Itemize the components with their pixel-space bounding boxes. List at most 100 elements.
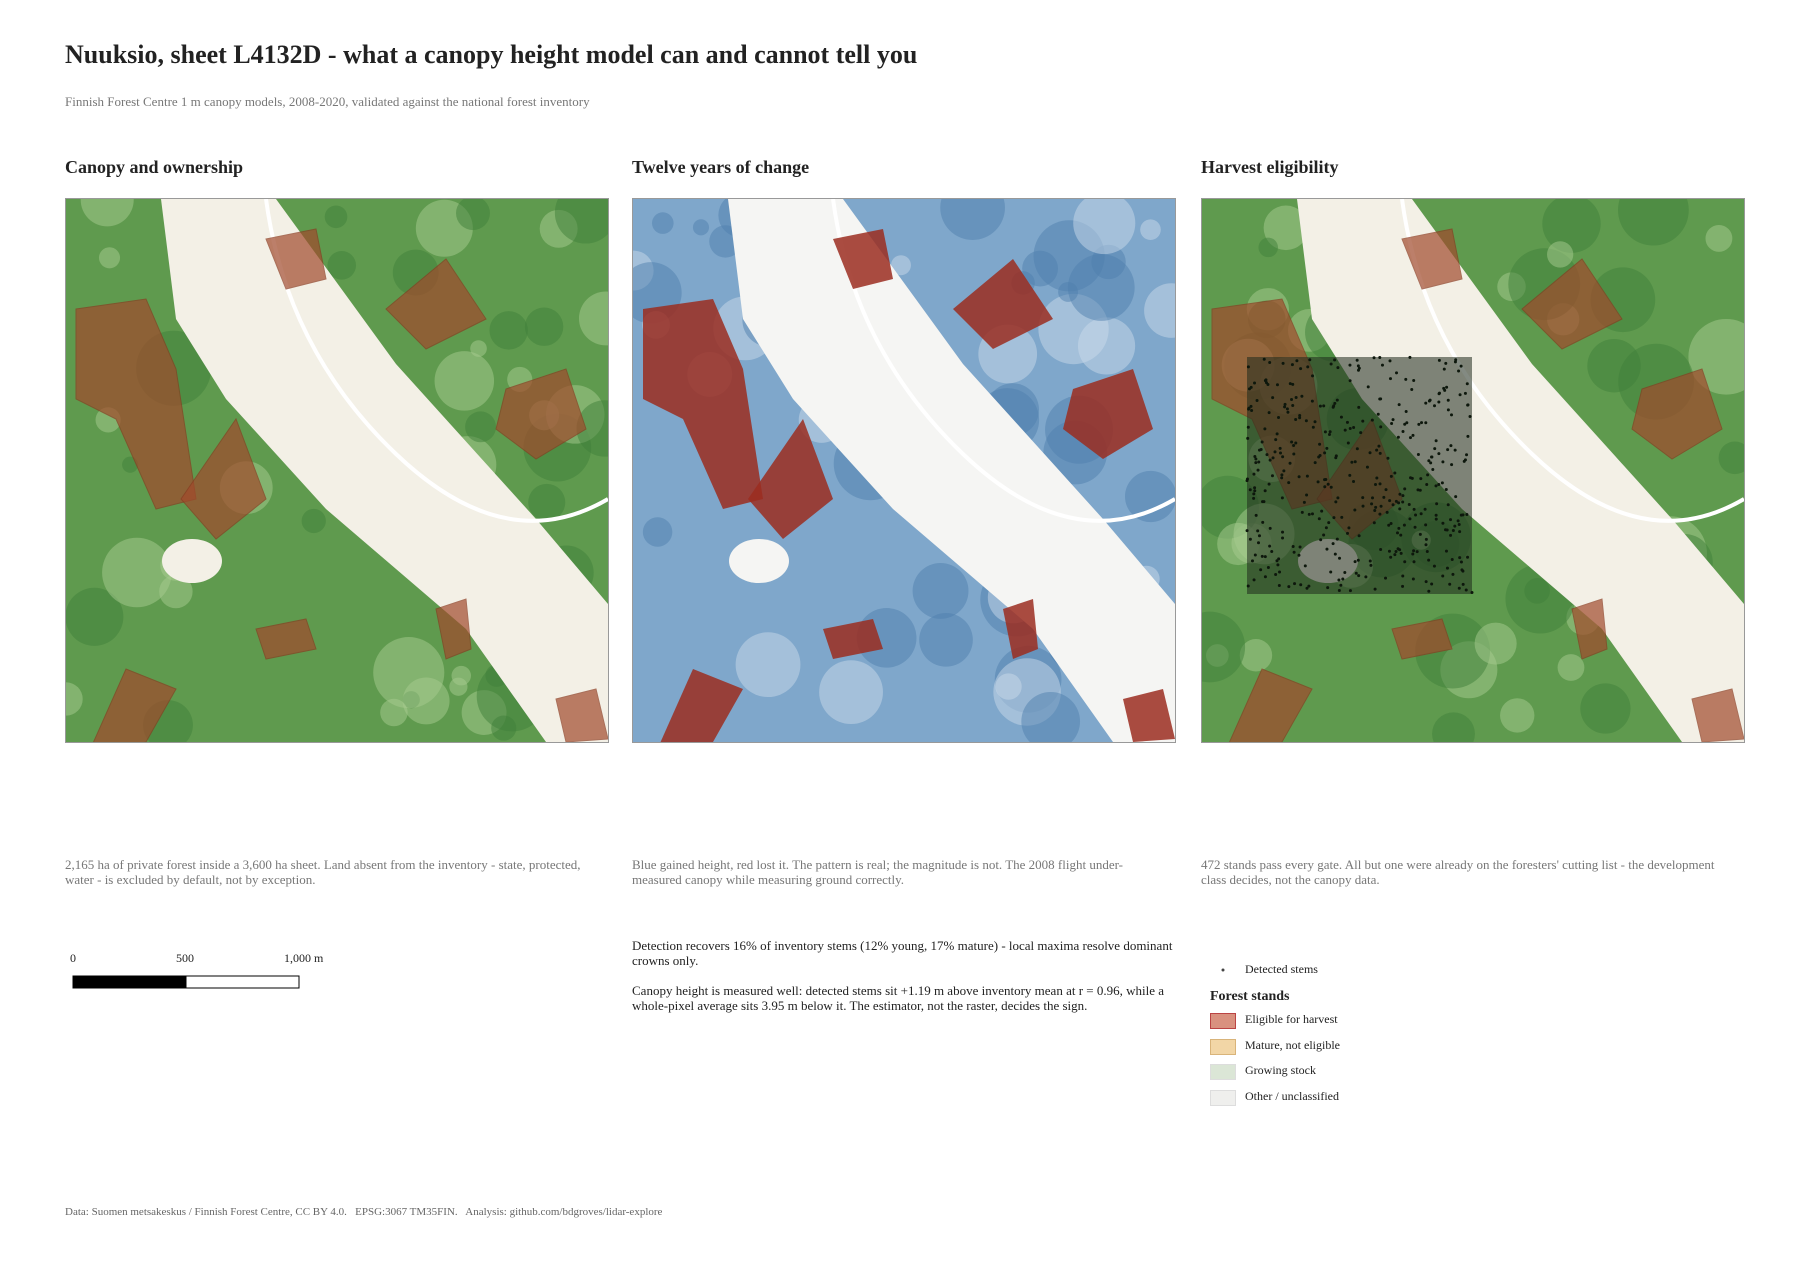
stem bbox=[1329, 485, 1333, 489]
stem bbox=[1328, 430, 1332, 434]
stem bbox=[1446, 398, 1450, 402]
stem bbox=[1425, 549, 1429, 553]
stem bbox=[1410, 387, 1414, 391]
stem bbox=[1354, 571, 1358, 575]
stem bbox=[1287, 481, 1291, 485]
stem bbox=[1290, 363, 1294, 367]
note: Detection recovers 16% of inventory stem… bbox=[632, 938, 1173, 968]
stem bbox=[1356, 364, 1360, 368]
lake bbox=[161, 199, 608, 742]
panel-title: Harvest eligibility bbox=[1201, 157, 1339, 177]
stand bbox=[555, 688, 608, 742]
stem bbox=[1377, 444, 1381, 448]
stem bbox=[1454, 495, 1458, 499]
caption: 2,165 ha of private forest inside a 3,60… bbox=[65, 857, 581, 887]
stem bbox=[1273, 450, 1277, 454]
stem bbox=[1268, 526, 1272, 530]
stand bbox=[265, 228, 327, 290]
stem bbox=[1446, 503, 1450, 507]
stem bbox=[1394, 499, 1398, 503]
stem-symbol bbox=[1221, 968, 1225, 972]
stem bbox=[1285, 407, 1289, 411]
stem bbox=[1323, 430, 1327, 434]
stem bbox=[1446, 408, 1450, 412]
stem bbox=[1287, 585, 1291, 589]
stem bbox=[1250, 409, 1254, 413]
stem bbox=[1448, 582, 1452, 586]
stem bbox=[1346, 531, 1350, 535]
stem bbox=[1355, 358, 1359, 362]
legend-swatch bbox=[1210, 1089, 1236, 1106]
stem bbox=[1279, 451, 1283, 455]
stem bbox=[1286, 410, 1290, 414]
stem bbox=[1303, 564, 1307, 568]
stem bbox=[1403, 422, 1407, 426]
stem bbox=[1246, 584, 1250, 588]
stem bbox=[1459, 560, 1463, 564]
stem bbox=[1356, 558, 1360, 562]
stem bbox=[1466, 555, 1470, 559]
stem bbox=[1454, 358, 1458, 362]
stem bbox=[1457, 369, 1461, 373]
stem bbox=[1281, 361, 1285, 365]
stand bbox=[1631, 368, 1723, 460]
texture bbox=[524, 307, 564, 346]
texture bbox=[576, 400, 608, 457]
stem bbox=[1414, 513, 1418, 517]
stem bbox=[1451, 528, 1455, 532]
legend-label: Detected stems bbox=[1245, 962, 1318, 976]
stem bbox=[1345, 420, 1349, 424]
texture bbox=[1140, 219, 1161, 240]
subtitle: Finnish Forest Centre 1 m canopy models,… bbox=[65, 94, 590, 109]
stem bbox=[1333, 401, 1337, 405]
stem bbox=[1379, 504, 1383, 508]
stem bbox=[1307, 512, 1311, 516]
stem bbox=[1264, 378, 1268, 382]
stem bbox=[1375, 448, 1379, 452]
stem bbox=[1401, 430, 1405, 434]
stem bbox=[1396, 435, 1400, 439]
stem bbox=[1374, 483, 1378, 487]
stem bbox=[1413, 525, 1417, 529]
stem bbox=[1379, 425, 1383, 429]
stand bbox=[823, 619, 883, 659]
stem bbox=[1433, 447, 1437, 451]
stem bbox=[1297, 553, 1301, 557]
stem bbox=[1397, 526, 1401, 530]
stem bbox=[1373, 509, 1377, 513]
stem bbox=[1348, 589, 1352, 593]
texture bbox=[301, 508, 326, 534]
stem bbox=[1412, 378, 1416, 382]
stem bbox=[1370, 502, 1374, 506]
texture bbox=[1067, 254, 1135, 321]
texture bbox=[456, 199, 490, 231]
stem bbox=[1389, 522, 1393, 526]
stem bbox=[1278, 570, 1282, 574]
texture bbox=[1542, 199, 1601, 253]
texture bbox=[102, 537, 172, 608]
stem bbox=[1361, 496, 1365, 500]
stem bbox=[1253, 553, 1257, 557]
stem bbox=[1252, 578, 1256, 582]
texture bbox=[1073, 199, 1136, 255]
stem bbox=[1275, 432, 1279, 436]
stand bbox=[1401, 228, 1463, 290]
stem bbox=[1268, 544, 1272, 548]
scale-segment bbox=[185, 975, 300, 989]
stem bbox=[1259, 448, 1263, 452]
pond bbox=[729, 539, 789, 583]
stem bbox=[1427, 399, 1431, 403]
stem bbox=[1276, 563, 1280, 567]
stem bbox=[1263, 575, 1267, 579]
stem bbox=[1260, 554, 1264, 558]
stand bbox=[75, 298, 197, 510]
texture bbox=[1557, 654, 1585, 681]
stem bbox=[1405, 421, 1409, 425]
stem bbox=[1411, 433, 1415, 437]
stem bbox=[1247, 387, 1251, 391]
stem bbox=[1432, 564, 1436, 568]
stem bbox=[1336, 366, 1340, 370]
lake bbox=[1297, 199, 1744, 742]
stem bbox=[1357, 574, 1361, 578]
stem bbox=[1253, 454, 1257, 458]
